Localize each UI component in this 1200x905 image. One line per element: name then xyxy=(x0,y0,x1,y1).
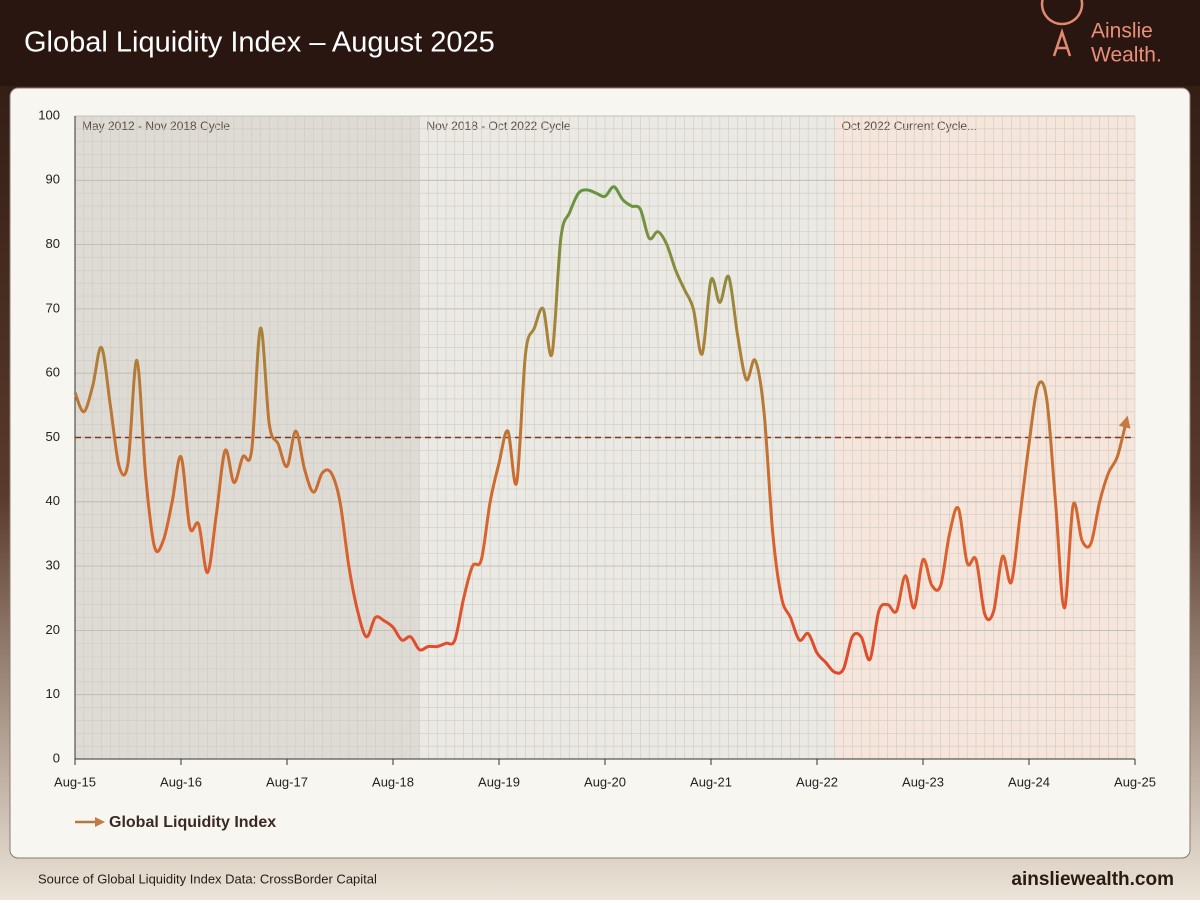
logo-text: Wealth. xyxy=(1091,44,1162,67)
x-tick-label: Aug-23 xyxy=(902,774,944,789)
logo: Ainslie Wealth. xyxy=(1040,0,1162,67)
x-tick-label: Aug-25 xyxy=(1114,774,1156,789)
y-tick-label: 70 xyxy=(46,300,60,315)
cycle-label: May 2012 - Nov 2018 Cycle xyxy=(82,119,230,133)
y-tick-label: 80 xyxy=(46,236,60,251)
x-tick-label: Aug-21 xyxy=(690,774,732,789)
y-tick-label: 20 xyxy=(46,622,60,637)
logo-text: Ainslie xyxy=(1091,20,1153,43)
y-tick-label: 100 xyxy=(38,107,60,122)
series-line xyxy=(73,185,1131,675)
logo-icon xyxy=(1040,0,1084,57)
y-tick-label: 30 xyxy=(46,558,60,573)
site-url: ainsliewealth.com xyxy=(1011,869,1174,890)
y-tick-label: 50 xyxy=(46,429,60,444)
x-tick-label: Aug-15 xyxy=(54,774,96,789)
x-tick-label: Aug-16 xyxy=(160,774,202,789)
page-title: Global Liquidity Index – August 2025 xyxy=(24,27,495,59)
source-note: Source of Global Liquidity Index Data: C… xyxy=(38,871,377,886)
x-tick-label: Aug-24 xyxy=(1008,774,1050,789)
x-tick-label: Aug-22 xyxy=(796,774,838,789)
cycle-label: Oct 2022 Current Cycle... xyxy=(842,119,977,133)
y-tick-label: 10 xyxy=(46,686,60,701)
legend-label: Global Liquidity Index xyxy=(109,814,276,831)
x-tick-label: Aug-18 xyxy=(372,774,414,789)
y-tick-label: 40 xyxy=(46,493,60,508)
x-tick-label: Aug-20 xyxy=(584,774,626,789)
y-tick-label: 60 xyxy=(46,365,60,380)
chart: May 2012 - Nov 2018 Cycle Nov 2018 - Oct … xyxy=(38,107,1156,831)
y-tick-label: 0 xyxy=(53,750,60,765)
x-tick-label: Aug-17 xyxy=(266,774,308,789)
header-bar xyxy=(0,0,1200,86)
y-tick-label: 90 xyxy=(46,172,60,187)
cycle-label: Nov 2018 - Oct 2022 Cycle xyxy=(427,119,571,133)
x-tick-label: Aug-19 xyxy=(478,774,520,789)
